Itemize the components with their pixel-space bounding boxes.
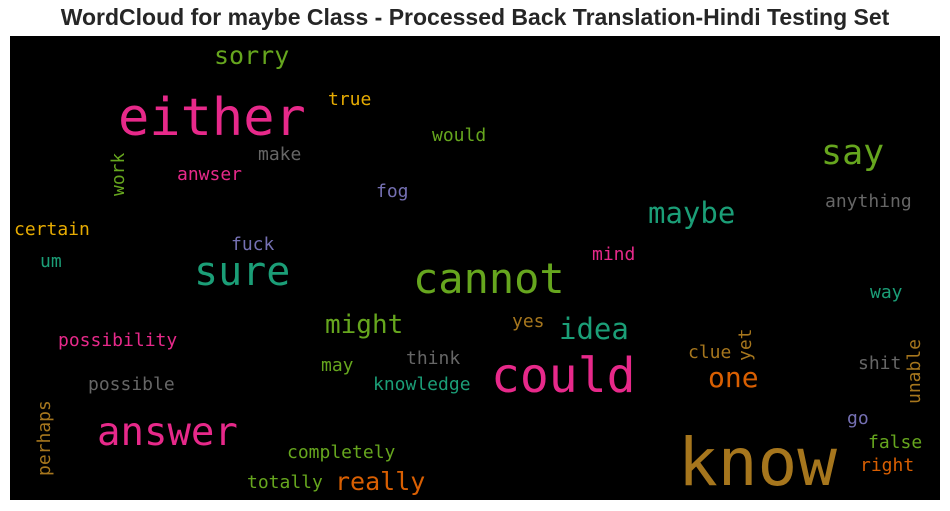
word-true: true [328,89,372,110]
word-would: would [432,125,487,146]
word-either: either [118,88,306,148]
word-yes: yes [512,311,545,332]
word-may: may [321,355,354,376]
word-answer: answer [97,410,238,455]
word-say: say [821,133,885,173]
word-shit: shit [858,353,902,374]
page-title: WordCloud for maybe Class - Processed Ba… [60,4,890,30]
word-maybe: maybe [648,196,736,230]
word-might: might [325,310,404,340]
word-yet: yet [735,328,756,361]
word-anwser: anwser [177,164,243,185]
word-fog: fog [376,181,409,202]
word-idea: idea [559,312,629,346]
word-um: um [40,251,62,272]
word-right: right [860,455,915,476]
word-cannot: cannot [413,254,565,303]
word-possible: possible [88,374,175,395]
word-think: think [406,348,461,369]
word-perhaps: perhaps [34,400,55,476]
word-work: work [108,152,129,196]
word-anything: anything [825,191,912,212]
word-totally: totally [247,472,323,493]
word-fuck: fuck [231,234,275,255]
word-unable: unable [904,338,925,404]
word-false: false [868,432,923,453]
word-possibility: possibility [58,330,178,351]
word-way: way [870,282,903,303]
wordcloud-canvas: know either could cannot sure answer say… [10,36,940,500]
word-clue: clue [688,342,732,363]
word-sorry: sorry [214,41,290,70]
word-know: know [678,424,837,500]
word-could: could [491,348,636,404]
word-mind: mind [592,244,636,265]
word-make: make [258,144,302,165]
word-certain: certain [14,219,90,240]
word-really: really [335,467,426,496]
word-go: go [847,408,869,429]
word-sure: sure [194,249,291,295]
word-knowledge: knowledge [373,374,471,395]
word-one: one [708,361,759,394]
word-completely: completely [287,442,396,463]
